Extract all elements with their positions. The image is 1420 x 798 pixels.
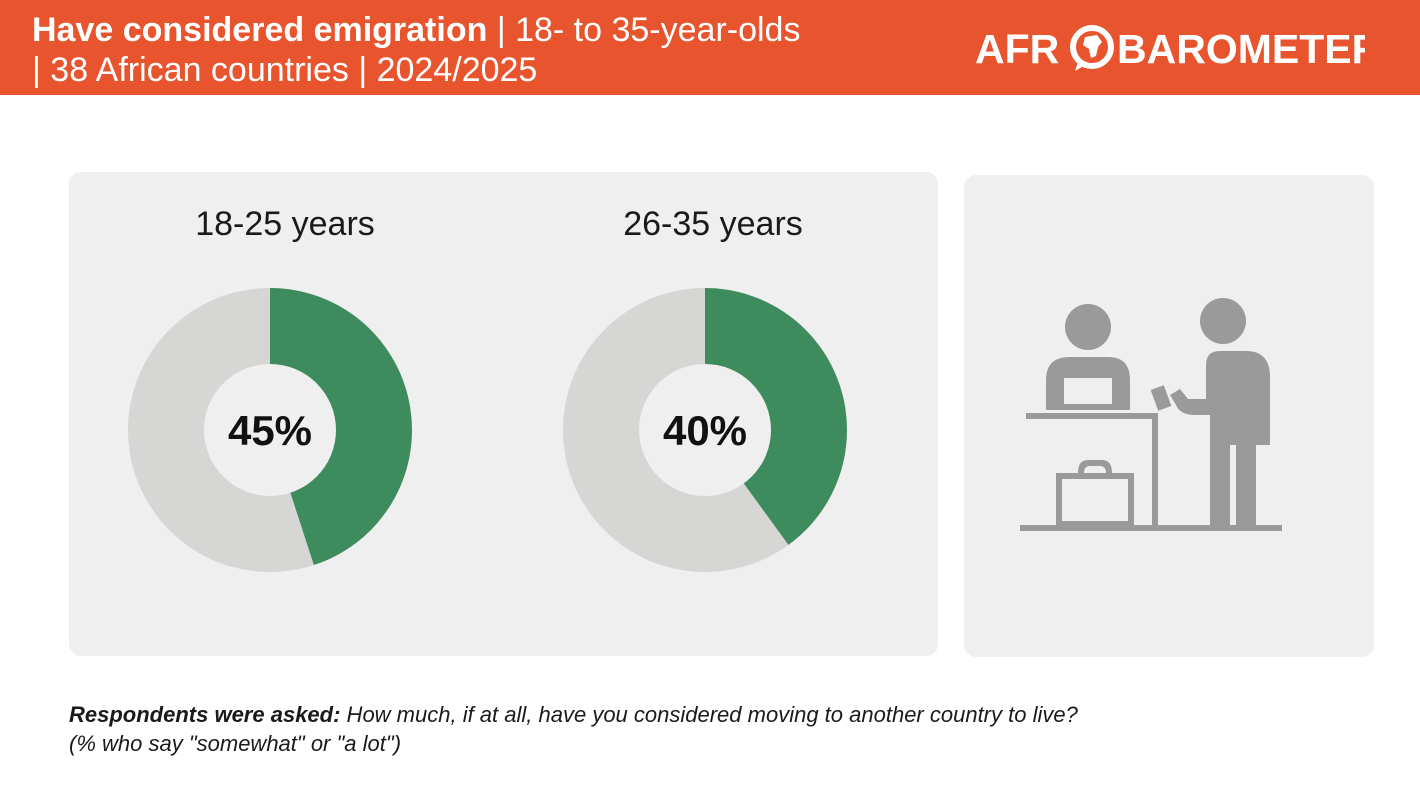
page-title: Have considered emigration | 18- to 35-y… (32, 10, 932, 90)
donut-chart-26-35: 40% (563, 288, 847, 572)
donut-chart-18-25: 45% (128, 288, 412, 572)
group-label-18-25: 18-25 years (195, 205, 375, 243)
header-bar: Have considered emigration | 18- to 35-y… (0, 0, 1420, 95)
africa-speech-bubble-icon (1070, 25, 1114, 71)
passport-icon (1150, 385, 1172, 411)
donut-slice-value (270, 288, 412, 566)
traveler-head-icon (1200, 298, 1246, 344)
emigration-counter-icon (1020, 298, 1282, 531)
traveler-body-icon (1170, 351, 1270, 527)
footnote-question: How much, if at all, have you considered… (340, 702, 1078, 727)
donut-center (204, 364, 336, 496)
title-subtitle-1: | 18- to 35-year-olds (487, 11, 801, 49)
donut-slice-value (705, 288, 847, 545)
group-label-26-35: 26-35 years (623, 205, 803, 243)
afrobarometer-logo: AFR BAROMETER (975, 25, 1365, 72)
donut-center (639, 364, 771, 496)
floor-line-icon (1020, 525, 1282, 531)
title-bold: Have considered emigration (32, 11, 488, 49)
donut-value-label: 45% (228, 407, 312, 454)
suitcase-handle-icon (1078, 460, 1112, 473)
footnote-note: (% who say "somewhat" or "a lot") (69, 731, 402, 756)
logo-text-start: AFR (975, 26, 1059, 72)
counter-top-icon (1026, 413, 1158, 419)
footnote-lead: Respondents were asked: (69, 702, 341, 727)
footnote: Respondents were asked: How much, if at … (69, 700, 1369, 758)
title-subtitle-2: | 38 African countries | 2024/2025 (32, 51, 538, 89)
clerk-head-icon (1065, 304, 1111, 350)
logo-text-end: BAROMETER (1117, 26, 1365, 72)
donut-value-label: 40% (663, 407, 747, 454)
suitcase-icon (1056, 473, 1134, 527)
